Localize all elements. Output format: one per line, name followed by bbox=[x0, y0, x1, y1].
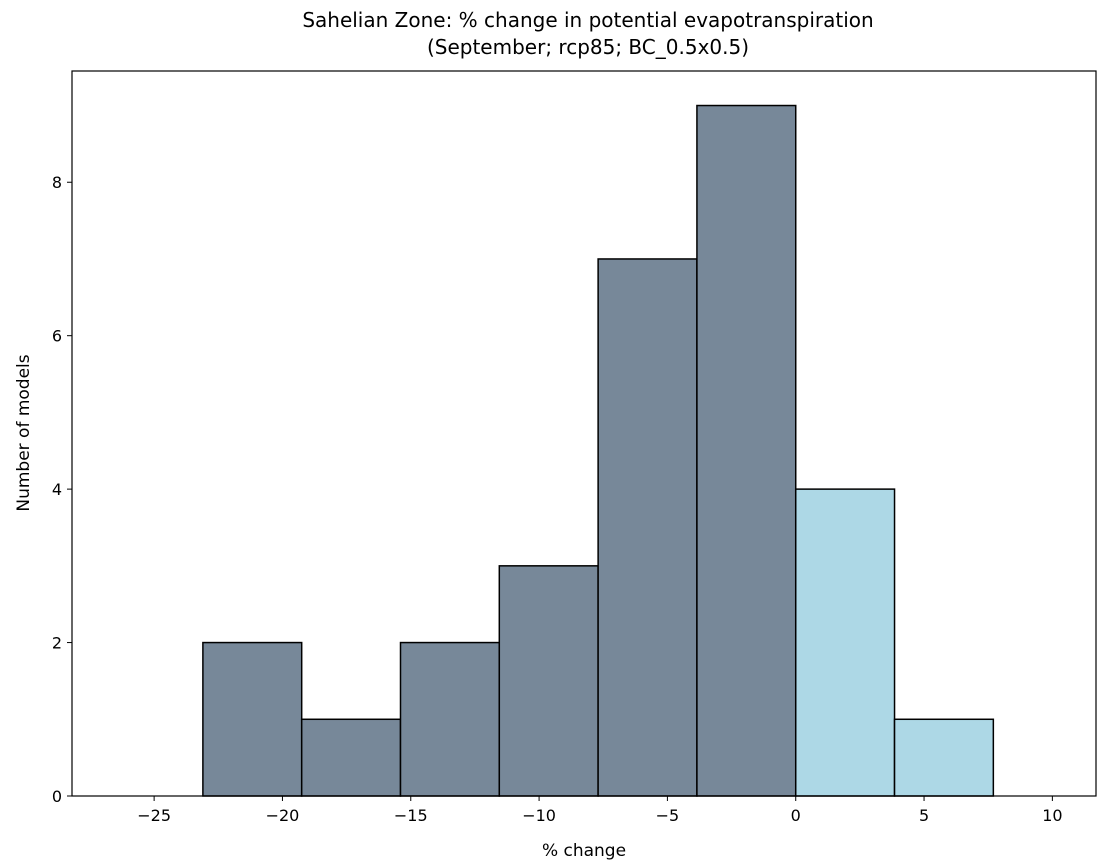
histogram-bar-5 bbox=[696, 104, 797, 797]
x-tick-label: −25 bbox=[137, 806, 171, 825]
x-tick-label: −5 bbox=[656, 806, 680, 825]
chart-subtitle: (September; rcp85; BC_0.5x0.5) bbox=[427, 35, 749, 59]
y-tick-label: 4 bbox=[52, 480, 62, 499]
histogram-bar-4 bbox=[597, 258, 698, 797]
x-tick-label: −20 bbox=[266, 806, 300, 825]
x-tick-label: 5 bbox=[919, 806, 929, 825]
plot-frame bbox=[71, 70, 1097, 797]
histogram-bar-2 bbox=[399, 641, 501, 797]
histogram-bar-6 bbox=[794, 488, 896, 797]
y-tick-label: 8 bbox=[52, 173, 62, 192]
histogram-bar-3 bbox=[498, 565, 599, 797]
y-tick-label: 0 bbox=[52, 787, 62, 806]
bars-group bbox=[202, 104, 995, 797]
x-tick-label: 10 bbox=[1042, 806, 1062, 825]
x-tick-label: −15 bbox=[394, 806, 428, 825]
x-axis: −25 −20 −15 −10 −5 0 5 10 bbox=[137, 796, 1063, 825]
y-axis: 0 2 4 6 8 bbox=[52, 173, 72, 806]
histogram-bar-1 bbox=[300, 718, 402, 797]
histogram-bar-0 bbox=[202, 641, 303, 797]
x-tick-label: 0 bbox=[791, 806, 801, 825]
x-tick-label: −10 bbox=[522, 806, 556, 825]
y-axis-label: Number of models bbox=[14, 354, 34, 511]
y-tick-label: 6 bbox=[52, 327, 62, 346]
chart-title: Sahelian Zone: % change in potential eva… bbox=[302, 8, 873, 32]
x-axis-label: % change bbox=[542, 841, 626, 861]
y-tick-label: 2 bbox=[52, 634, 62, 653]
histogram-bar-7 bbox=[893, 718, 995, 797]
